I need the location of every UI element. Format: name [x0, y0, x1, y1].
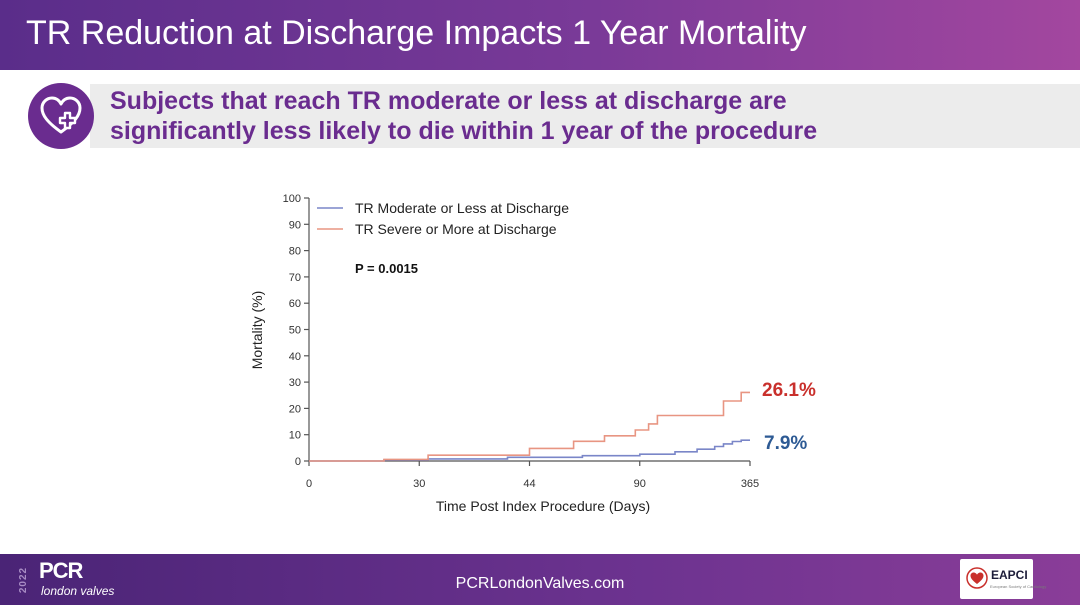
y-tick-label: 30 [289, 377, 301, 389]
y-ticks: 0 10 20 30 40 50 60 70 80 90 100 [283, 193, 309, 468]
end-label-severe: 26.1% [762, 380, 816, 401]
y-tick-label: 90 [289, 219, 301, 231]
x-tick-label: 44 [523, 478, 535, 490]
end-label-moderate: 7.9% [764, 433, 807, 454]
mortality-chart: 0 10 20 30 40 50 60 70 80 90 100 0 30 44 90 365 Mortal… [249, 193, 816, 514]
subtitle-band [90, 84, 1080, 148]
y-tick-label: 20 [289, 403, 301, 415]
pcr-logo-text: PCR [39, 558, 83, 583]
subtitle-text: Subjects that reach TR moderate or less … [110, 86, 1070, 146]
heart-icon [966, 567, 988, 589]
eapci-logo: EAPCI European Society of Cardiology [960, 559, 1046, 599]
y-tick-label: 50 [289, 325, 301, 337]
subtitle-line-2: significantly less likely to die within … [110, 117, 818, 145]
y-tick-label: 70 [289, 272, 301, 284]
x-ticks: 0 30 44 90 365 [306, 461, 759, 490]
y-tick-label: 60 [289, 298, 301, 310]
legend-label-severe: TR Severe or More at Discharge [355, 221, 557, 237]
footer-url[interactable]: PCRLondonValves.com [455, 575, 625, 592]
series-lines [309, 391, 750, 462]
header-bar: TR Reduction at Discharge Impacts 1 Year… [0, 0, 1080, 70]
pcr-logo-subtext: london valves [41, 584, 115, 598]
slide-title: TR Reduction at Discharge Impacts 1 Year… [26, 14, 807, 52]
x-tick-label: 0 [306, 478, 312, 490]
footer-bar: 2022 PCR london valves PCRLondonValves.c… [0, 554, 1080, 605]
series-line-severe [309, 391, 750, 462]
x-tick-label: 365 [741, 478, 759, 490]
y-tick-label: 80 [289, 246, 301, 258]
x-tick-label: 90 [634, 478, 646, 490]
eapci-sublabel: European Society of Cardiology [990, 584, 1047, 589]
x-tick-label: 30 [413, 478, 425, 490]
eapci-label: EAPCI [991, 568, 1028, 582]
y-tick-label: 100 [283, 193, 301, 205]
legend-label-moderate: TR Moderate or Less at Discharge [355, 200, 569, 216]
y-axis-label: Mortality (%) [249, 291, 265, 370]
subtitle-line-1: Subjects that reach TR moderate or less … [110, 87, 787, 115]
y-tick-label: 10 [289, 430, 301, 442]
y-tick-label: 0 [295, 456, 301, 468]
p-value-annotation: P = 0.0015 [355, 261, 418, 276]
y-tick-label: 40 [289, 351, 301, 363]
heart-plus-icon [28, 83, 94, 149]
legend: TR Moderate or Less at Discharge TR Seve… [317, 200, 569, 237]
x-axis-label: Time Post Index Procedure (Days) [436, 498, 650, 514]
